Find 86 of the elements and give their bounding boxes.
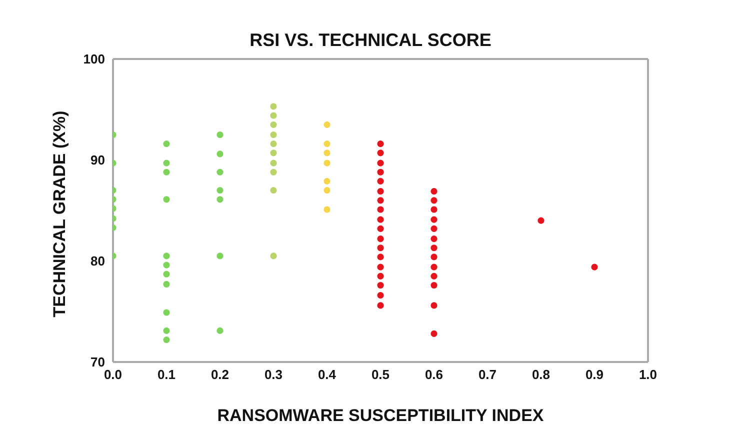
point — [377, 178, 384, 185]
chart-title: RSI VS. TECHNICAL SCORE — [248, 30, 492, 51]
point — [377, 225, 384, 232]
point — [216, 252, 224, 260]
point — [377, 197, 384, 204]
point — [163, 270, 170, 278]
point — [163, 160, 170, 166]
point — [163, 336, 170, 344]
point — [216, 150, 224, 158]
point — [216, 187, 224, 194]
x-axis-title: RANSOMWARE SUSCEPTIBILITY INDEX — [216, 406, 545, 426]
x-tick-label: 0.5 — [371, 367, 390, 382]
point — [430, 254, 438, 260]
x-tick-label: 0.1 — [157, 367, 176, 382]
point — [216, 168, 224, 176]
point — [324, 178, 330, 185]
point — [324, 140, 330, 148]
point — [377, 140, 384, 148]
y-axis-title: TECHNICAL GRADE (X%) — [50, 110, 70, 318]
point — [324, 206, 330, 213]
point — [163, 309, 170, 316]
point — [270, 121, 277, 128]
point — [430, 282, 438, 289]
point — [377, 160, 384, 166]
point — [270, 112, 277, 119]
x-tick-label: 0.2 — [210, 367, 230, 382]
point — [270, 150, 277, 156]
point — [163, 262, 170, 268]
point — [324, 187, 330, 194]
point — [163, 252, 170, 260]
point — [430, 302, 438, 309]
point — [270, 131, 277, 138]
point — [270, 160, 277, 166]
y-tick-label: 80 — [90, 254, 105, 269]
point — [538, 217, 544, 224]
point — [430, 225, 438, 232]
point — [430, 235, 438, 242]
point — [430, 272, 438, 280]
point — [377, 292, 384, 299]
point — [270, 252, 277, 260]
point — [163, 280, 170, 288]
point — [163, 168, 170, 176]
point — [270, 187, 277, 194]
point — [377, 168, 384, 176]
point — [377, 282, 384, 289]
point — [430, 244, 438, 252]
point — [430, 330, 438, 338]
point — [430, 188, 438, 195]
point — [270, 168, 277, 176]
point — [377, 206, 384, 213]
point — [377, 302, 384, 309]
point — [377, 244, 384, 252]
x-tick-label: 0.8 — [532, 367, 550, 382]
point — [430, 197, 438, 204]
point — [324, 121, 330, 128]
point — [377, 264, 384, 270]
point — [270, 140, 277, 148]
point — [163, 196, 170, 203]
x-tick-label: 1.0 — [638, 367, 658, 382]
x-tick-label: 0.3 — [264, 367, 283, 382]
x-tick-label: 0.7 — [478, 367, 497, 382]
point — [324, 150, 330, 156]
point — [377, 216, 384, 223]
point — [430, 264, 438, 270]
x-tick-label: 0.6 — [424, 367, 444, 382]
point — [270, 103, 277, 110]
x-tick-label: 0.0 — [104, 367, 122, 382]
point — [163, 327, 170, 334]
point — [216, 131, 224, 138]
point — [377, 235, 384, 242]
point — [377, 150, 384, 156]
point — [377, 272, 384, 280]
x-tick-label: 0.9 — [585, 367, 604, 382]
point — [216, 196, 224, 203]
point — [430, 216, 438, 223]
point — [591, 264, 598, 270]
point — [216, 327, 224, 334]
point — [377, 188, 384, 195]
point — [377, 254, 384, 260]
y-tick-label: 100 — [83, 52, 105, 67]
y-tick-label: 70 — [90, 354, 105, 370]
x-tick-label: 0.4 — [318, 367, 337, 382]
y-tick-label: 90 — [90, 152, 105, 168]
point — [430, 206, 438, 213]
point — [163, 140, 170, 148]
point — [324, 160, 330, 166]
